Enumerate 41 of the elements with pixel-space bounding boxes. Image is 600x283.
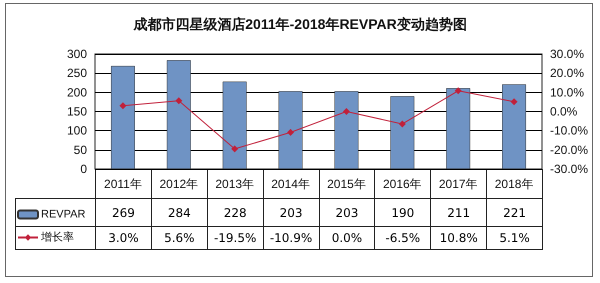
data-label: 211 [430, 198, 487, 226]
data-label: 203 [319, 198, 375, 226]
y2-tick-label: -10.0% [550, 124, 588, 138]
data-label: 284 [151, 198, 208, 226]
y2-tick-label: 20.0% [550, 66, 584, 80]
data-label: -6.5% [374, 226, 431, 250]
y2-tick-label: -20.0% [550, 142, 588, 157]
y-tick-label: 50 [74, 142, 88, 157]
data-label: 0.0% [319, 226, 375, 250]
x-tick-label: 2018年 [494, 177, 534, 191]
y-tick-label: 0 [80, 162, 88, 176]
data-label: 269 [96, 198, 152, 226]
legend-label: 增长率 [40, 230, 74, 244]
data-label: -19.5% [207, 226, 264, 250]
y-tick-label: 100 [66, 124, 88, 138]
y2-tick-label: 30.0% [550, 47, 584, 61]
data-label: 221 [486, 198, 542, 226]
data-label: 3.0% [96, 226, 152, 250]
legend-label: REVPAR [41, 208, 86, 220]
y-tick-label: 300 [66, 47, 88, 61]
y-tick-label: 150 [66, 104, 88, 118]
data-label: 190 [374, 198, 431, 226]
y2-tick-label: -30.0% [550, 162, 588, 176]
data-label: -10.9% [263, 226, 319, 250]
data-label: 203 [263, 198, 319, 226]
x-tick-label: 2012年 [159, 177, 198, 191]
chart-title: 成都市四星级酒店2011年-2018年REVPAR变动趋势图 [132, 16, 467, 32]
data-label: 228 [207, 198, 264, 226]
x-tick-label: 2015年 [327, 177, 366, 191]
y2-tick-label: 10.0% [550, 85, 584, 100]
y-tick-label: 200 [66, 85, 88, 100]
data-label: 10.8% [430, 226, 487, 250]
data-label: 5.6% [151, 226, 208, 250]
x-tick-label: 2013年 [215, 177, 254, 191]
x-tick-label: 2016年 [382, 177, 422, 191]
x-tick-label: 2011年 [104, 177, 142, 191]
y-tick-label: 250 [66, 66, 88, 80]
x-tick-label: 2017年 [438, 177, 478, 191]
data-label: 5.1% [486, 226, 542, 250]
y2-tick-label: 0.0% [550, 104, 578, 118]
x-tick-label: 2014年 [271, 177, 310, 191]
